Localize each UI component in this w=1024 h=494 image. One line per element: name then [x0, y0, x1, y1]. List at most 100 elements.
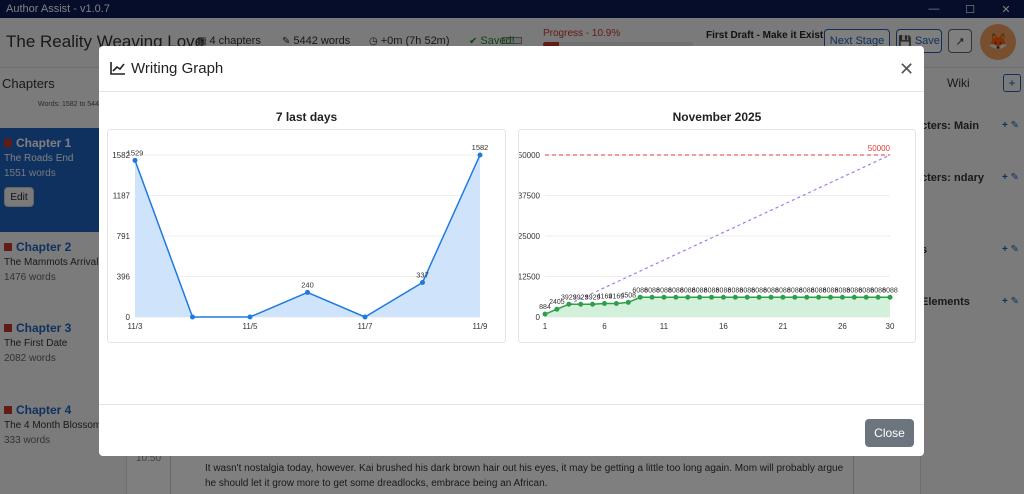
data-label: 240	[301, 280, 314, 289]
x-tick-label: 26	[838, 322, 847, 331]
y-tick-label: 1582	[112, 151, 130, 160]
data-point	[613, 300, 619, 306]
data-label: 6088	[704, 287, 720, 294]
area-fill	[545, 297, 890, 317]
data-point	[863, 294, 869, 300]
data-point	[578, 301, 584, 307]
data-point	[637, 294, 643, 300]
modal-footer: Close	[99, 404, 924, 456]
modal-header: Writing Graph ✕	[99, 46, 924, 92]
data-label: 6088	[644, 287, 660, 294]
data-label: 6088	[692, 287, 708, 294]
data-point	[554, 306, 560, 312]
writing-graph-modal: Writing Graph ✕ 7 last days 0 396 791 1187 1…	[99, 46, 924, 456]
data-point	[732, 294, 738, 300]
data-point	[542, 311, 548, 317]
goal-label: 50000	[868, 144, 891, 153]
data-label: 6088	[823, 287, 839, 294]
data-point	[780, 294, 786, 300]
data-point	[709, 294, 715, 300]
data-label: 6088	[668, 287, 684, 294]
data-point	[720, 294, 726, 300]
y-tick-label: 12500	[519, 273, 541, 282]
data-point	[362, 314, 368, 320]
data-label: 2405	[549, 299, 565, 306]
y-tick-label: 50000	[519, 151, 541, 160]
x-tick-label: 11/9	[473, 322, 489, 331]
chart-title-month: November 2025	[672, 110, 762, 124]
data-label: 6088	[858, 287, 874, 294]
close-button[interactable]: Close	[865, 419, 914, 447]
data-label: 6088	[835, 287, 851, 294]
data-label: 6088	[656, 287, 672, 294]
data-label: 6088	[751, 287, 767, 294]
data-point	[851, 294, 857, 300]
y-tick-label: 396	[117, 272, 131, 281]
x-tick-label: 21	[778, 322, 787, 331]
data-label: 6088	[799, 287, 815, 294]
data-label: 3929	[573, 294, 589, 301]
chart-title-week: 7 last days	[275, 110, 338, 124]
data-label: 6088	[632, 287, 648, 294]
chart-month: 0 12500 25000 37500 50000 50000 884 2405 3929 392…	[518, 129, 916, 343]
x-tick-label: 11	[660, 322, 669, 331]
data-label: 6088	[882, 287, 898, 294]
data-point	[768, 294, 774, 300]
data-point	[697, 294, 703, 300]
x-tick-label: 11/3	[128, 322, 144, 331]
chart-line-icon	[110, 62, 125, 75]
y-tick-label: 0	[536, 313, 541, 322]
y-tick-label: 25000	[519, 232, 541, 241]
area-fill	[135, 155, 480, 317]
data-label: 6088	[870, 287, 886, 294]
x-tick-label: 11/5	[243, 322, 259, 331]
data-label: 4508	[620, 292, 636, 299]
data-label: 6088	[847, 287, 863, 294]
data-point	[875, 294, 881, 300]
data-label: 3929	[561, 294, 577, 301]
data-point	[247, 314, 253, 320]
data-point	[649, 294, 655, 300]
modal-title: Writing Graph	[131, 60, 224, 77]
data-point	[673, 294, 679, 300]
data-point	[804, 294, 810, 300]
data-label: 4169	[597, 293, 613, 300]
data-label: 4169	[609, 293, 625, 300]
data-point	[756, 294, 762, 300]
y-tick-label: 37500	[519, 192, 541, 201]
data-point	[685, 294, 691, 300]
data-label: 6088	[763, 287, 779, 294]
close-icon[interactable]: ✕	[899, 59, 915, 79]
data-label: 6088	[728, 287, 744, 294]
y-tick-label: 791	[117, 232, 131, 241]
data-point	[566, 301, 572, 307]
data-point	[601, 300, 607, 306]
y-tick-label: 1187	[113, 191, 131, 200]
chart-week: 0 396 791 1187 1582 1529 240 337 1582 11/3 11/5 11/…	[107, 129, 506, 343]
data-point	[744, 294, 750, 300]
x-tick-label: 6	[602, 322, 607, 331]
data-label: 1529	[127, 148, 144, 157]
data-label: 337	[416, 270, 429, 279]
data-point	[625, 299, 631, 305]
data-point	[477, 152, 483, 158]
data-label: 6088	[775, 287, 791, 294]
data-point	[792, 294, 798, 300]
data-point	[828, 294, 834, 300]
projection-line	[568, 154, 891, 305]
data-label: 6088	[716, 287, 732, 294]
data-point	[839, 294, 845, 300]
x-tick-label: 1	[543, 322, 548, 331]
data-point	[305, 289, 310, 295]
x-tick-label: 30	[886, 322, 895, 331]
data-point	[190, 314, 195, 320]
data-label: 6088	[680, 287, 696, 294]
chart-month-svg: 0125002500037500500005000088424053929392…	[518, 144, 898, 331]
data-point	[132, 157, 138, 163]
data-label: 1582	[472, 143, 489, 152]
y-tick-label: 0	[126, 313, 131, 322]
data-label: 6088	[739, 287, 755, 294]
data-point	[661, 294, 667, 300]
data-label: 884	[539, 304, 551, 311]
